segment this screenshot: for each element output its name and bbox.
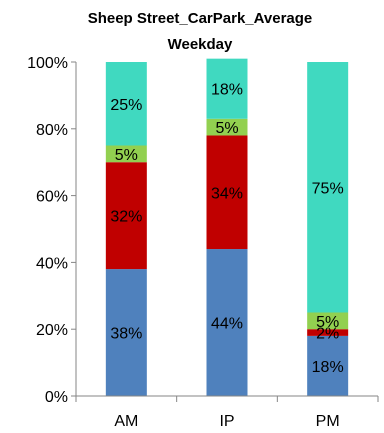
- chart-title-line-2: Weekday: [168, 36, 233, 53]
- data-label-ip-1: 34%: [211, 185, 243, 202]
- bar-segment-pm-1: [307, 329, 349, 336]
- data-label-am-3: 25%: [110, 97, 142, 114]
- axes-layer: 0% 20% 40% 60% 80% 100% AM IP PM: [27, 55, 379, 430]
- chart-title-line-1: Sheep Street_CarPark_Average: [88, 10, 313, 27]
- bar-segment-ip-3: [206, 58, 248, 119]
- data-label-pm-2: 5%: [316, 314, 339, 331]
- y-tick-label-20: 20%: [36, 322, 68, 339]
- y-tick-label-100: 100%: [27, 55, 68, 72]
- data-labels-layer: 38%32%5%25%44%34%5%18%18%2%5%75%: [110, 82, 343, 376]
- data-label-pm-3: 75%: [312, 180, 344, 197]
- bar-segment-am-0: [105, 269, 147, 396]
- bar-segment-ip-1: [206, 135, 248, 250]
- bar-segment-pm-3: [307, 62, 349, 313]
- y-tick-label-60: 60%: [36, 189, 68, 206]
- x-category-label-am: AM: [114, 413, 138, 430]
- bar-segment-am-3: [105, 62, 147, 146]
- y-tick-label-40: 40%: [36, 255, 68, 272]
- y-tick-label-80: 80%: [36, 122, 68, 139]
- data-label-pm-1: 2%: [316, 326, 339, 343]
- bar-segment-am-2: [105, 145, 147, 163]
- data-label-am-0: 38%: [110, 326, 142, 343]
- data-label-ip-3: 18%: [211, 82, 243, 99]
- bar-segment-am-1: [105, 162, 147, 270]
- data-label-ip-2: 5%: [215, 120, 238, 137]
- y-tick-label-0: 0%: [45, 389, 68, 406]
- data-label-ip-0: 44%: [211, 316, 243, 333]
- bar-segment-ip-0: [206, 249, 248, 396]
- bar-segment-pm-0: [307, 335, 349, 396]
- data-label-am-1: 32%: [110, 209, 142, 226]
- bar-segment-ip-2: [206, 118, 248, 136]
- x-category-label-pm: PM: [316, 413, 340, 430]
- x-category-label-ip: IP: [219, 413, 234, 430]
- bars-layer: [105, 58, 349, 396]
- data-label-am-2: 5%: [115, 147, 138, 164]
- data-label-pm-0: 18%: [312, 359, 344, 376]
- bar-segment-pm-2: [307, 312, 349, 330]
